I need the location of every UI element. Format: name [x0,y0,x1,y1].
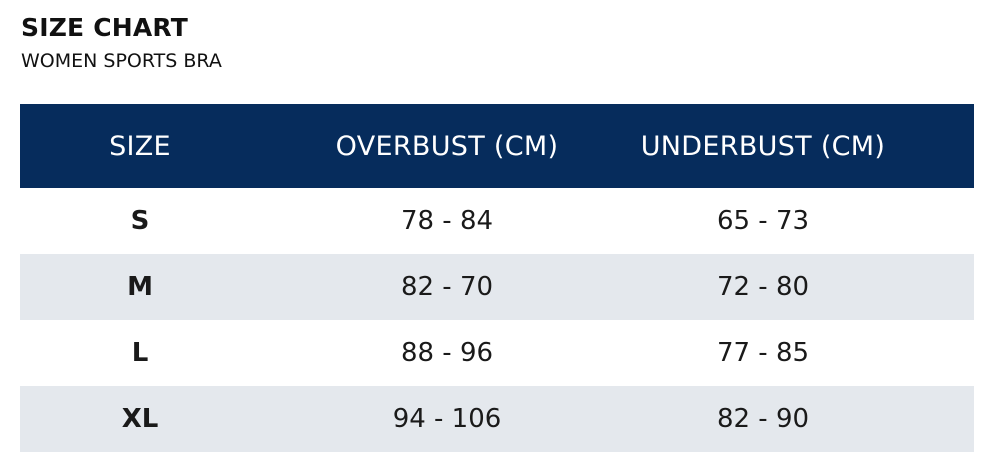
header-size: SIZE [109,130,171,162]
page-subtitle: WOMEN SPORTS BRA [21,50,222,72]
page-title: SIZE CHART [21,13,189,42]
table-row: S 78 - 84 65 - 73 [20,188,974,254]
overbust-cell: 94 - 106 [392,404,502,434]
table-row: L 88 - 96 77 - 85 [20,320,974,386]
table-row: XL 94 - 106 82 - 90 [20,386,974,452]
overbust-cell: 82 - 70 [400,272,494,302]
underbust-cell: 82 - 90 [716,404,810,434]
header-overbust: OVERBUST (CM) [335,130,559,162]
size-cell: S [130,206,150,236]
table-header-row: SIZE OVERBUST (CM) UNDERBUST (CM) [20,104,974,188]
size-cell: M [127,272,153,302]
size-chart-table: SIZE OVERBUST (CM) UNDERBUST (CM) S 78 -… [20,104,974,452]
underbust-cell: 72 - 80 [716,272,810,302]
size-cell: L [131,338,149,368]
table-row: M 82 - 70 72 - 80 [20,254,974,320]
header-underbust: UNDERBUST (CM) [640,130,886,162]
overbust-cell: 78 - 84 [400,206,494,236]
underbust-cell: 65 - 73 [716,206,810,236]
overbust-cell: 88 - 96 [400,338,494,368]
size-cell: XL [121,404,159,434]
underbust-cell: 77 - 85 [716,338,810,368]
